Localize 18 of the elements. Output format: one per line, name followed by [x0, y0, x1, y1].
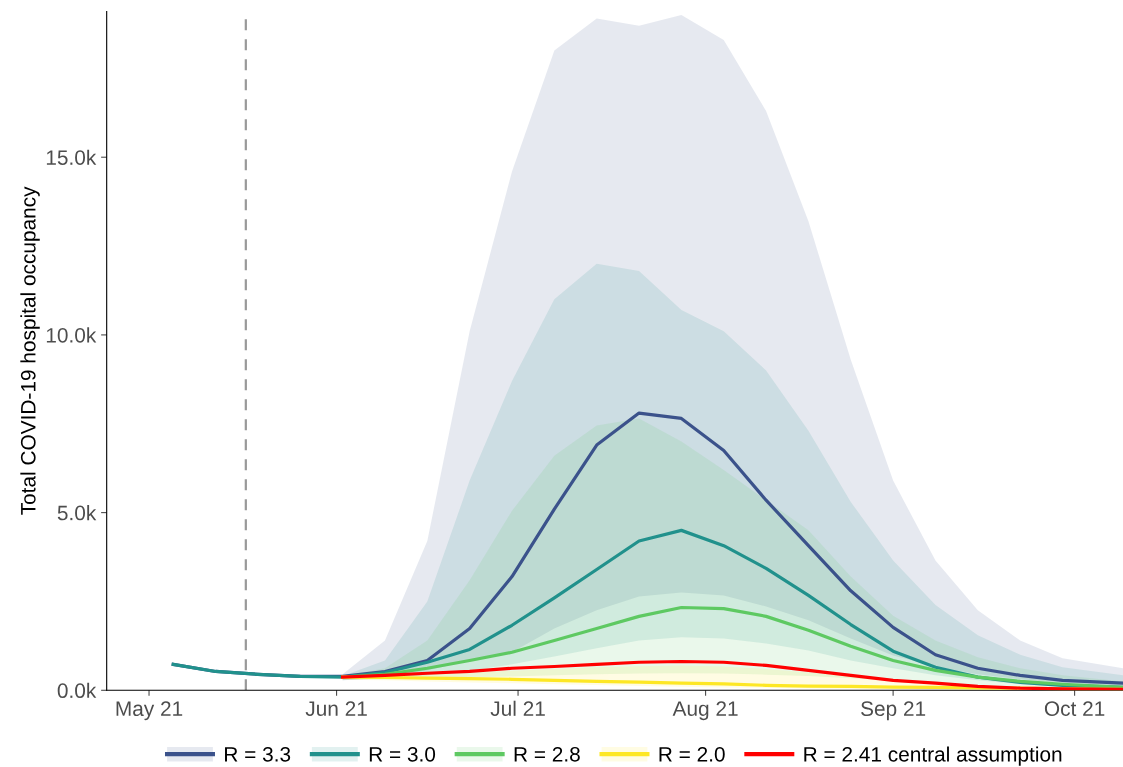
- legend-label: R = 3.0: [369, 746, 436, 762]
- x-tick-label: Oct 21: [1044, 701, 1105, 717]
- legend-label: R = 2.0: [659, 746, 725, 762]
- legend-label: R = 2.8: [514, 746, 580, 762]
- y-axis-title: Total COVID-19 hospital occupancy: [20, 186, 40, 515]
- x-tick-label: Jul 21: [490, 700, 545, 717]
- legend-label: R = 3.3: [225, 746, 291, 762]
- y-tick-label: 15.0k: [46, 149, 97, 165]
- y-tick-label: 0.0k: [57, 682, 97, 699]
- x-tick-label: Jun 21: [305, 701, 367, 717]
- x-tick-label: May 21: [116, 701, 183, 721]
- line-series: [341, 605, 1123, 690]
- x-tick-label: Sep 21: [861, 701, 926, 721]
- legend-label: R = 2.41 central assumption: [804, 746, 1062, 766]
- y-tick-label: 10.0k: [46, 327, 97, 343]
- line-series: [341, 659, 1123, 691]
- x-tick-label: Aug 21: [672, 701, 738, 721]
- y-tick-label: 5.0k: [57, 505, 97, 521]
